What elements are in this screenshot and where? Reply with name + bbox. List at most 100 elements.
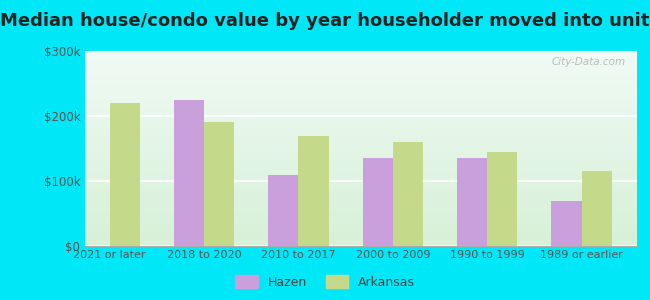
Bar bbox=[84, 244, 637, 246]
Bar bbox=[84, 94, 637, 96]
Bar bbox=[84, 90, 637, 92]
Bar bbox=[84, 104, 637, 106]
Bar bbox=[84, 201, 637, 203]
Text: City-Data.com: City-Data.com bbox=[552, 57, 626, 67]
Bar bbox=[110, 103, 140, 246]
Bar bbox=[84, 100, 637, 102]
Bar bbox=[84, 116, 637, 117]
Bar bbox=[84, 70, 637, 72]
Bar bbox=[84, 178, 637, 180]
Bar bbox=[84, 59, 637, 61]
Bar bbox=[84, 226, 637, 229]
Bar bbox=[84, 110, 637, 111]
Bar bbox=[84, 160, 637, 162]
Bar bbox=[84, 193, 637, 195]
Bar bbox=[84, 182, 637, 184]
Bar bbox=[84, 129, 637, 131]
Bar bbox=[84, 74, 637, 76]
Bar bbox=[457, 158, 488, 246]
Bar bbox=[84, 195, 637, 197]
Bar bbox=[84, 219, 637, 221]
Bar bbox=[84, 125, 637, 127]
Bar bbox=[84, 240, 637, 242]
Bar bbox=[84, 63, 637, 64]
Bar bbox=[84, 166, 637, 168]
Bar bbox=[84, 174, 637, 176]
Bar bbox=[84, 213, 637, 215]
Bar bbox=[84, 78, 637, 80]
Bar bbox=[84, 86, 637, 88]
Bar bbox=[84, 232, 637, 234]
Bar bbox=[84, 143, 637, 145]
Bar bbox=[268, 175, 298, 246]
Bar bbox=[84, 51, 637, 53]
Bar bbox=[488, 152, 517, 246]
Bar bbox=[84, 57, 637, 59]
Bar bbox=[84, 135, 637, 137]
Bar bbox=[84, 131, 637, 133]
Bar bbox=[84, 229, 637, 230]
Bar bbox=[84, 88, 637, 90]
Bar bbox=[84, 242, 637, 244]
Bar bbox=[84, 152, 637, 154]
Bar bbox=[84, 162, 637, 164]
Bar bbox=[551, 200, 582, 246]
Bar bbox=[84, 180, 637, 182]
Bar bbox=[84, 141, 637, 142]
Bar bbox=[84, 106, 637, 107]
Bar bbox=[298, 136, 329, 246]
Bar bbox=[84, 220, 637, 223]
Bar bbox=[84, 127, 637, 129]
Bar bbox=[84, 207, 637, 209]
Bar bbox=[84, 137, 637, 139]
Bar bbox=[84, 121, 637, 123]
Bar bbox=[84, 224, 637, 226]
Bar bbox=[84, 203, 637, 205]
Text: Median house/condo value by year householder moved into unit: Median house/condo value by year househo… bbox=[0, 12, 650, 30]
Bar bbox=[84, 185, 637, 188]
Bar bbox=[84, 158, 637, 160]
Bar bbox=[174, 100, 204, 246]
Bar bbox=[84, 92, 637, 94]
Bar bbox=[84, 139, 637, 141]
Bar bbox=[84, 223, 637, 224]
Bar bbox=[84, 190, 637, 191]
Bar bbox=[84, 197, 637, 199]
Bar bbox=[84, 209, 637, 211]
Bar bbox=[84, 184, 637, 185]
Bar bbox=[84, 64, 637, 67]
Bar bbox=[84, 230, 637, 232]
Bar bbox=[84, 119, 637, 121]
Bar bbox=[84, 80, 637, 82]
Bar bbox=[84, 188, 637, 190]
Bar bbox=[84, 84, 637, 86]
Bar bbox=[84, 172, 637, 174]
Bar bbox=[84, 150, 637, 152]
Bar bbox=[204, 122, 234, 246]
Bar bbox=[393, 142, 423, 246]
Bar bbox=[84, 98, 637, 100]
Bar bbox=[363, 158, 393, 246]
Bar bbox=[84, 147, 637, 148]
Bar bbox=[84, 205, 637, 207]
Bar bbox=[84, 123, 637, 125]
Legend: Hazen, Arkansas: Hazen, Arkansas bbox=[230, 270, 420, 294]
Bar bbox=[84, 191, 637, 193]
Bar bbox=[84, 156, 637, 158]
Bar bbox=[84, 217, 637, 219]
Bar bbox=[84, 234, 637, 236]
Bar bbox=[84, 133, 637, 135]
Bar bbox=[84, 68, 637, 70]
Bar bbox=[84, 148, 637, 150]
Bar bbox=[84, 72, 637, 74]
Bar bbox=[84, 53, 637, 55]
Bar bbox=[84, 117, 637, 119]
Bar bbox=[84, 199, 637, 201]
Bar bbox=[84, 82, 637, 84]
Bar bbox=[84, 102, 637, 103]
Bar bbox=[84, 145, 637, 146]
Bar bbox=[84, 96, 637, 98]
Bar bbox=[84, 154, 637, 156]
Bar bbox=[582, 171, 612, 246]
Bar bbox=[84, 164, 637, 166]
